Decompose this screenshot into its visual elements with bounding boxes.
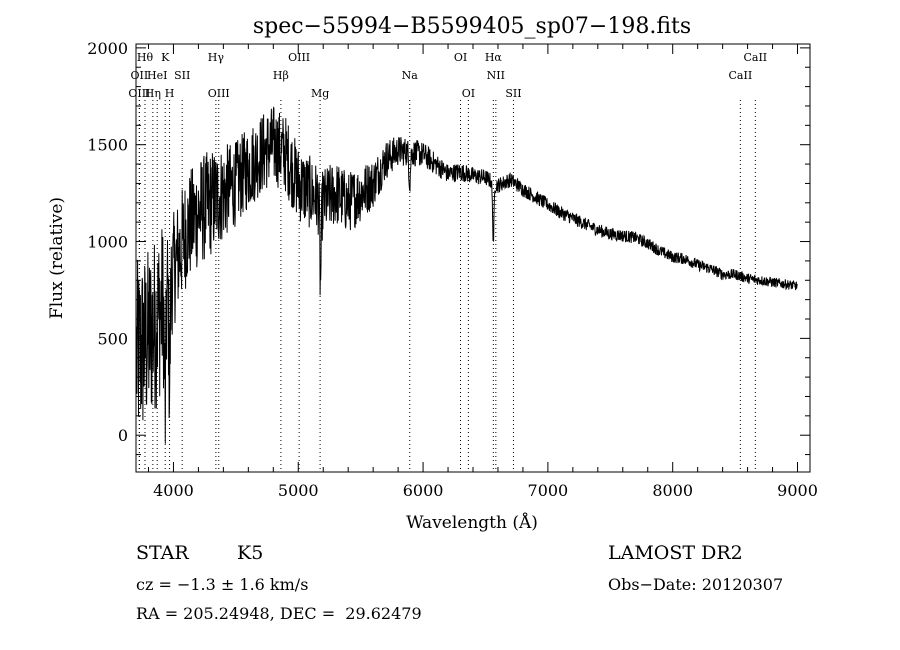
line-marker-label: CaII <box>729 69 753 82</box>
object-class: STAR <box>136 542 189 564</box>
line-marker-label: SII <box>174 69 190 82</box>
y-tick-label: 500 <box>97 329 128 348</box>
redshift-readout: cz = −1.3 ± 1.6 km/s <box>136 575 309 594</box>
line-markers: OII OIII Hθ Hη HeI K H SII Hγ OIII Hβ OIII Mg Na OI OI H… <box>128 51 767 472</box>
line-marker-label: Na <box>402 69 419 82</box>
x-tick-label: 6000 <box>403 481 444 500</box>
x-tick-label: 7000 <box>528 481 569 500</box>
line-marker-label: Hα <box>485 51 503 64</box>
line-marker-label: Hβ <box>273 69 289 82</box>
line-marker-label: OIII <box>288 51 310 64</box>
x-axis: 4000 5000 6000 7000 8000 9000 <box>147 44 818 500</box>
line-marker-label: OII <box>131 69 149 82</box>
line-marker-label: Hθ <box>137 51 154 64</box>
object-subclass: K5 <box>237 542 264 564</box>
x-tick-label: 5000 <box>278 481 319 500</box>
line-marker-label: Hη <box>145 87 161 100</box>
x-tick-label: 4000 <box>153 481 194 500</box>
line-marker-label: OI <box>462 87 475 100</box>
x-tick-label: 8000 <box>652 481 693 500</box>
y-tick-label: 0 <box>118 426 128 445</box>
y-tick-label: 2000 <box>87 39 128 58</box>
spectrum-series <box>136 106 798 444</box>
x-axis-label: Wavelength (Å) <box>406 512 538 533</box>
line-marker-label: OI <box>454 51 467 64</box>
line-marker-label: Mg <box>311 87 329 100</box>
line-marker-label: K <box>161 51 170 64</box>
plot-frame <box>135 43 811 473</box>
line-marker-label: SII <box>505 87 521 100</box>
coordinates-readout: RA = 205.24948, DEC = 29.62479 <box>136 604 422 623</box>
line-marker-label: CaII <box>743 51 767 64</box>
chart-title: spec−55994−B5599405_sp07−198.fits <box>253 14 691 39</box>
survey-label: LAMOST DR2 <box>608 542 743 564</box>
line-marker-label: HeI <box>147 69 167 82</box>
y-tick-label: 1500 <box>87 136 128 155</box>
spectrum-line <box>136 106 798 444</box>
line-marker-label: OIII <box>128 87 150 100</box>
line-marker-label: OIII <box>208 87 230 100</box>
line-marker-label: Hγ <box>208 51 225 64</box>
x-tick-label: 9000 <box>777 481 818 500</box>
y-axis: 0 500 1000 1500 2000 <box>87 39 810 456</box>
y-tick-label: 1000 <box>87 233 128 252</box>
line-marker-label: NII <box>487 69 505 82</box>
y-axis-label: Flux (relative) <box>47 197 67 319</box>
observation-date: Obs−Date: 20120307 <box>608 575 784 594</box>
line-marker-label: H <box>165 87 175 100</box>
